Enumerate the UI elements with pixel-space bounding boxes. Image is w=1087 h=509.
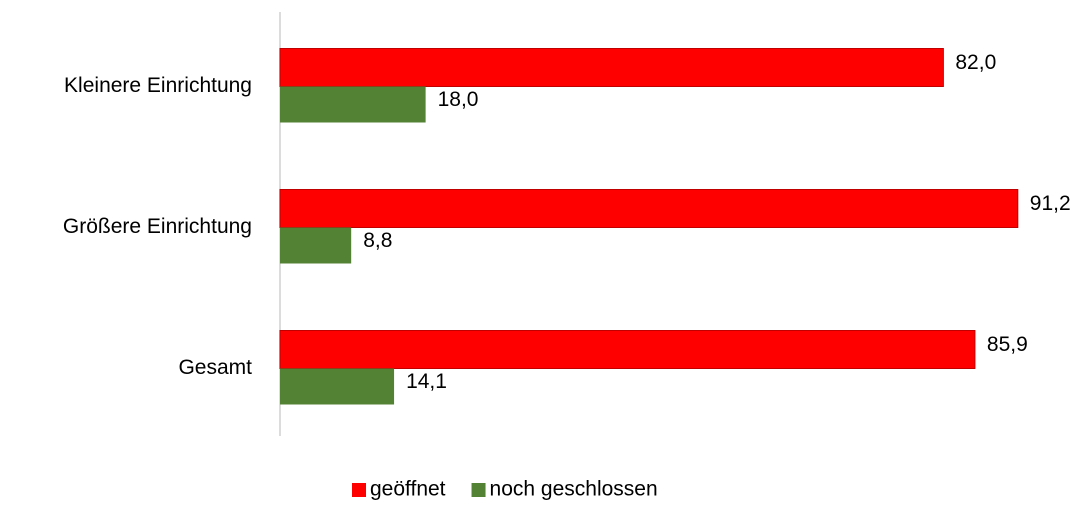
y-tick-label: Kleinere Einrichtung	[64, 74, 252, 97]
bar	[280, 227, 352, 264]
bar	[280, 368, 395, 405]
y-tick-label: Größere Einrichtung	[63, 215, 252, 238]
legend-label: geöffnet	[370, 478, 446, 501]
bar	[279, 330, 976, 369]
data-label: 18,0	[438, 88, 479, 111]
bar	[279, 189, 1019, 228]
data-label: 91,2	[1030, 192, 1071, 215]
data-label: 14,1	[406, 370, 447, 393]
legend-swatch	[471, 483, 486, 497]
data-label: 82,0	[955, 51, 996, 74]
bar	[280, 86, 426, 123]
data-label: 85,9	[987, 333, 1028, 356]
data-label: 8,8	[363, 229, 392, 252]
legend-label: noch geschlossen	[490, 478, 658, 501]
legend-swatch	[352, 483, 366, 497]
bar	[279, 48, 944, 87]
y-tick-label: Gesamt	[178, 356, 252, 379]
